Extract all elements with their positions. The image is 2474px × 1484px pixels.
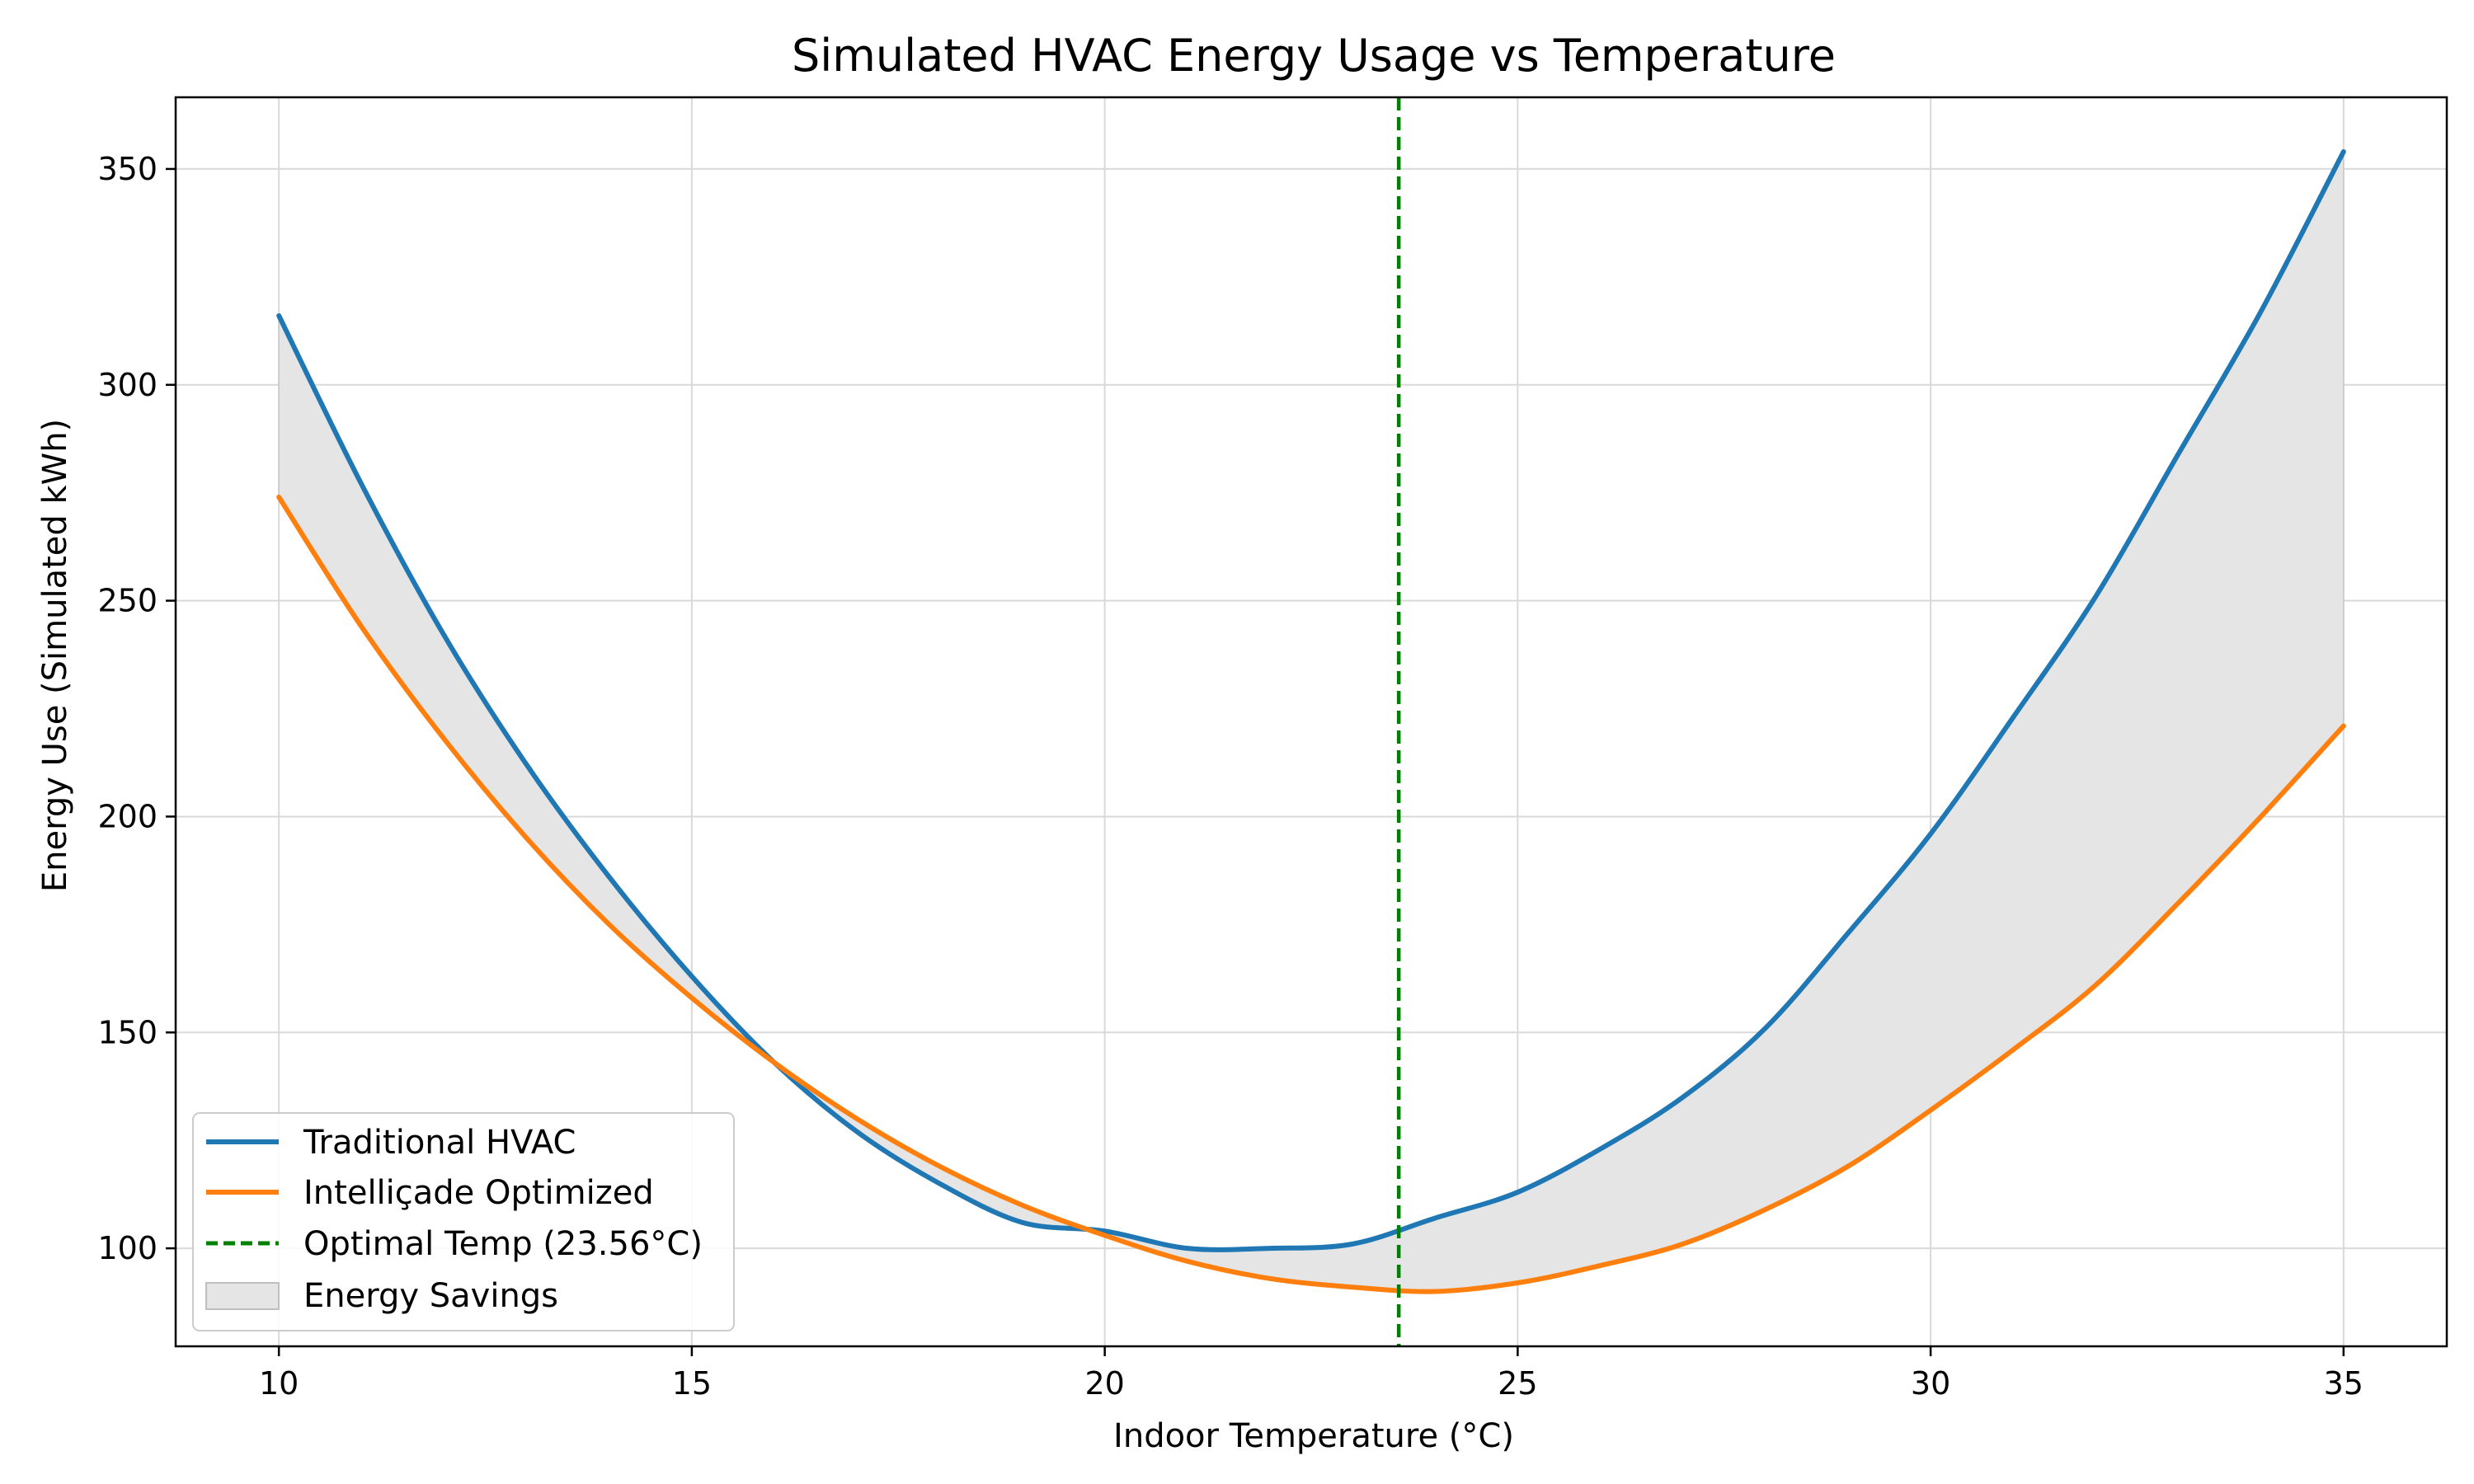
legend-box [192, 1112, 735, 1331]
series-lines [276, 148, 2346, 1294]
x-tick-label: 15 [672, 1365, 712, 1402]
x-tick-label: 20 [1084, 1365, 1124, 1402]
traditional-hvac-line [276, 148, 2346, 1252]
y-tick-label: 150 [97, 1014, 158, 1050]
x-axis-label: Indoor Temperature (°C) [1113, 1417, 1514, 1455]
y-tick-label: 200 [97, 798, 158, 834]
y-tick-label: 100 [97, 1230, 158, 1266]
legend-label-traditional: Traditional HVAC [303, 1124, 576, 1162]
x-tick-label: 25 [1498, 1365, 1537, 1402]
x-tick-label: 30 [1911, 1365, 1950, 1402]
legend-swatch-energy-savings [205, 1282, 280, 1310]
y-axis-label: Energy Use (Simulated kWh) [36, 419, 74, 892]
x-tick-label: 35 [2324, 1365, 2363, 1402]
legend-label-optimized: Intelliçade Optimized [303, 1174, 654, 1212]
x-tick-label: 10 [259, 1365, 299, 1402]
legend: Traditional HVAC Intelliçade Optimized O… [192, 1112, 735, 1331]
y-tick-label: 300 [97, 367, 158, 403]
intellicade-optimized-line [276, 494, 2346, 1294]
y-tick-label: 250 [97, 583, 158, 619]
axis-ticks: 10 15 20 25 30 35 100 150 200 250 300 350 [97, 151, 2363, 1402]
chart-title: Simulated HVAC Energy Usage vs Temperatu… [792, 30, 1836, 82]
legend-label-energy-savings: Energy Savings [303, 1277, 558, 1315]
legend-label-optimal-temp: Optimal Temp (23.56°C) [303, 1225, 703, 1263]
y-tick-label: 350 [97, 151, 158, 187]
plot-frame [174, 96, 2448, 1348]
